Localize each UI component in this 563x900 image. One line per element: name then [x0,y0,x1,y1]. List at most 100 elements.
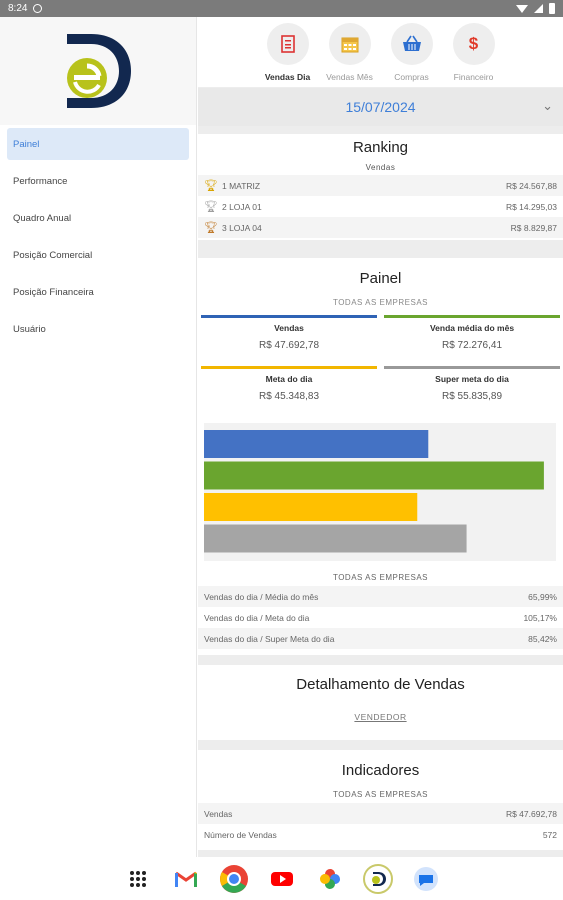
tab-vendas-mes[interactable]: Vendas Mês [326,23,373,87]
sidebar-item-posicao-financeira[interactable]: Posição Financeira [13,286,94,298]
kpi-value: R$ 45.348,83 [258,391,320,402]
vendedor-link[interactable]: VENDEDOR [354,712,407,722]
signal-icon [534,4,543,13]
ranking-list: 🏆︎ 1 MATRIZ R$ 24.567,88 🏆︎ 2 LOJA 01 R$… [198,175,563,238]
kpi-meta-dia: Meta do dia R$ 45.348,83 [201,366,377,417]
ranking-pos: 1 [221,180,227,191]
tab-label: Vendas Dia [264,72,311,82]
tab-compras[interactable]: Compras [389,23,435,87]
messages-icon[interactable] [411,864,441,894]
ranking-card: Ranking Vendas 🏆︎ 1 MATRIZ R$ 24.567,88 … [198,134,563,240]
sidebar-item-posicao-comercial[interactable]: Posição Comercial [13,249,93,261]
kpi-color-bar [384,315,560,318]
date-value: 15/07/2024 [345,99,416,115]
kpi-value: R$ 55.835,89 [441,391,503,402]
painel-subtitle: TODAS AS EMPRESAS [332,298,429,307]
ranking-pos: 2 [221,201,227,212]
kpi-venda-media: Venda média do mês R$ 72.276,41 [384,315,560,366]
ranking-name: LOJA 01 [229,201,262,212]
indicadores-card: Indicadores TODAS AS EMPRESAS Vendas R$ … [198,750,563,850]
ranking-pos: 3 [221,222,227,233]
ratio-row: Vendas do dia / Super Meta do dia 85,42% [198,628,563,649]
sidebar-item-painel[interactable]: Painel [7,128,189,160]
trophy-icon: 🏆︎ [204,180,218,192]
ratio-value: 85,42% [528,633,557,644]
kpi-vendas: Vendas R$ 47.692,78 [201,315,377,366]
kpi-color-bar [384,366,560,369]
indicadores-subtitle: TODAS AS EMPRESAS [332,790,429,799]
indicador-label: Vendas [204,808,233,819]
indicador-value: 572 [542,829,557,840]
chart-bar-4 [204,524,467,553]
tab-label: Vendas Mês [326,72,373,82]
tab-vendas-dia[interactable]: Vendas Dia [265,23,311,87]
kpi-label: Venda média do mês [429,323,515,333]
youtube-icon[interactable] [267,864,297,894]
trophy-icon: 🏆︎ [204,222,218,234]
ratio-row: Vendas do dia / Média do mês 65,99% [198,586,563,607]
ratios-subtitle: TODAS AS EMPRESAS [332,573,429,582]
sidebar-item-usuario[interactable]: Usuário [13,323,46,335]
painel-card: Painel TODAS AS EMPRESAS Vendas R$ 47.69… [198,258,563,655]
battery-icon [549,3,555,14]
ranking-title: Ranking [352,139,409,156]
ranking-value: R$ 8.829,87 [510,222,557,233]
status-bar: 8:24 [0,0,563,17]
ratio-label: Vendas do dia / Média do mês [204,591,319,602]
brand-logo-icon [67,34,131,108]
date-selector[interactable]: 15/07/2024 ⌄ [198,88,563,126]
basket-icon [390,23,433,65]
sidebar: Painel Performance Quadro Anual Posição … [0,17,197,857]
ratio-row: Vendas do dia / Meta do dia 105,17% [198,607,563,628]
notification-icon [33,4,43,13]
tab-label: Compras [394,72,429,82]
kpi-value: R$ 47.692,78 [258,340,320,351]
photos-icon[interactable] [315,864,345,894]
trophy-icon: 🏆︎ [204,201,218,213]
ranking-row: 🏆︎ 1 MATRIZ R$ 24.567,88 [198,175,563,196]
status-time: 8:24 [8,3,28,14]
kpi-label: Meta do dia [265,374,313,384]
indicador-label: Número de Vendas [204,829,277,840]
ratio-label: Vendas do dia / Super Meta do dia [204,633,335,644]
sidebar-item-quadro-anual[interactable]: Quadro Anual [13,212,72,224]
ranking-row: 🏆︎ 2 LOJA 01 R$ 14.295,03 [198,196,563,217]
chrome-icon[interactable] [219,864,249,894]
kpi-grid: Vendas R$ 47.692,78 Venda média do mês R… [198,315,563,417]
indicadores-title: Indicadores [341,762,420,779]
kpi-label: Super meta do dia [435,374,509,384]
indicador-row: Vendas R$ 47.692,78 [198,803,563,824]
kpi-value: R$ 72.276,41 [441,340,503,351]
ratio-label: Vendas do dia / Meta do dia [204,612,310,623]
sidebar-item-performance[interactable]: Performance [13,175,68,187]
chart-bar-1 [204,430,429,458]
ratios-list: Vendas do dia / Média do mês 65,99% Vend… [198,586,563,649]
kpi-color-bar [201,315,377,318]
kpi-label: Vendas [274,323,304,333]
kpi-color-bar [201,366,377,369]
chevron-down-icon[interactable]: ⌄ [542,98,553,113]
ranking-value: R$ 14.295,03 [505,201,557,212]
gmail-icon[interactable] [171,864,201,894]
calendar-icon [328,23,371,65]
apps-grid-icon[interactable] [123,864,153,894]
detalhamento-card: Detalhamento de Vendas VENDEDOR [198,665,563,740]
dollar-icon: $ [452,23,495,65]
kpi-super-meta: Super meta do dia R$ 55.835,89 [384,366,560,417]
app-logo-icon[interactable] [362,863,393,894]
ranking-name: MATRIZ [229,180,261,191]
detalhamento-title: Detalhamento de Vendas [296,676,465,693]
tab-label: Financeiro [453,72,494,82]
chart-svg [204,430,544,553]
ratio-value: 65,99% [528,591,557,602]
indicador-value: R$ 47.692,78 [505,808,557,819]
ratio-value: 105,17% [523,612,557,623]
tab-financeiro[interactable]: $ Financeiro [451,23,497,87]
chart-bar-2 [204,461,544,490]
main-content: Vendas Dia Vendas Mês Compras $ Financei… [198,17,563,857]
sidebar-menu: Painel Performance Quadro Anual Posição … [0,125,196,353]
ranking-name: LOJA 04 [229,222,262,233]
ranking-row: 🏆︎ 3 LOJA 04 R$ 8.829,87 [198,217,563,238]
ranking-value: R$ 24.567,88 [505,180,557,191]
wifi-icon [516,4,528,13]
